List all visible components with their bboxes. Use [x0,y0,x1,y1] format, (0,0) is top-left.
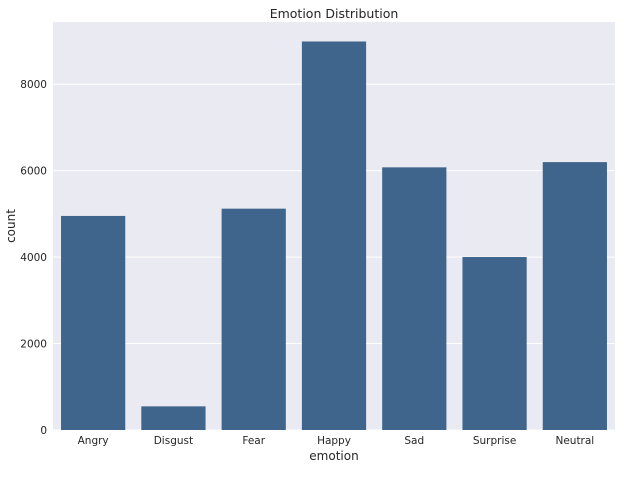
x-tick-label-fear: Fear [242,435,265,447]
bar-sad [382,167,447,430]
y-tick-label: 4000 [20,252,47,264]
bar-disgust [141,406,206,430]
x-tick-label-angry: Angry [78,435,109,447]
bar-surprise [462,257,527,430]
y-tick-label: 0 [40,425,47,437]
x-tick-label-sad: Sad [404,435,424,447]
y-axis-label: count [4,209,18,243]
y-tick-label: 8000 [20,79,47,91]
bar-fear [221,208,286,430]
x-tick-label-disgust: Disgust [154,435,193,447]
bar-neutral [542,162,607,430]
bars [61,41,607,431]
x-tick-label-surprise: Surprise [473,435,516,447]
y-tick-label: 6000 [20,166,47,178]
x-axis-label: emotion [309,449,358,463]
chart-title: Emotion Distribution [270,6,399,21]
bar-angry [61,215,126,430]
x-tick-label-neutral: Neutral [555,435,594,447]
y-tick-label: 2000 [20,339,47,351]
bar-happy [301,41,367,431]
x-tick-label-happy: Happy [317,435,351,447]
x-tick-labels: Angry Disgust Fear Happy Sad Surprise Neutral [78,435,595,447]
y-tick-labels: 0 2000 4000 6000 8000 [20,79,47,437]
